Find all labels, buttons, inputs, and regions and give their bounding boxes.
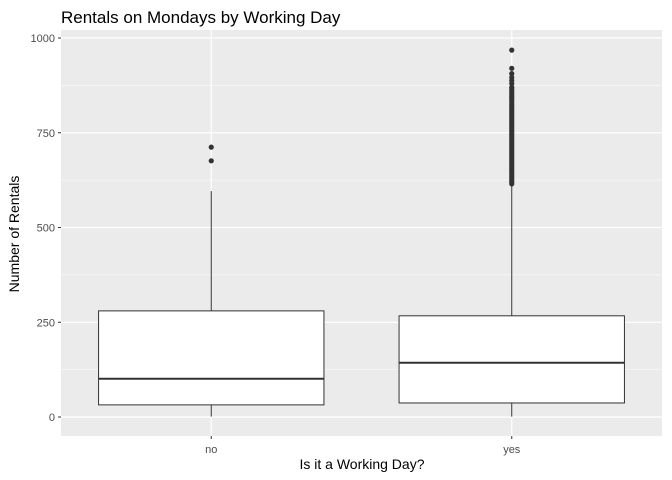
y-tick-label: 750: [37, 128, 55, 140]
axes: 0 250 500 750 1000 no yes: [31, 33, 521, 456]
plot-marks: [98, 47, 625, 417]
outlier-point: [509, 74, 515, 81]
box-group-no: [98, 144, 325, 417]
x-axis-title: Is it a Working Day?: [299, 456, 424, 472]
y-tick-label: 250: [37, 317, 55, 329]
y-axis-title: Number of Rentals: [6, 176, 22, 293]
x-tick-label: yes: [503, 444, 521, 456]
box-group-yes: [398, 47, 625, 417]
outlier-point: [208, 144, 214, 150]
y-tick-label: 500: [37, 223, 55, 235]
outlier-point: [509, 65, 515, 71]
outlier-point: [509, 47, 515, 53]
chart-title: Rentals on Mondays by Working Day: [61, 8, 341, 27]
outlier-point: [208, 158, 214, 164]
box-iqr: [398, 315, 625, 404]
outlier-point: [509, 71, 515, 77]
y-tick-label: 1000: [31, 33, 55, 45]
outlier-point: [509, 84, 515, 90]
y-tick-label: 0: [49, 412, 55, 424]
box-iqr: [98, 310, 325, 406]
x-tick-label: no: [205, 444, 217, 456]
